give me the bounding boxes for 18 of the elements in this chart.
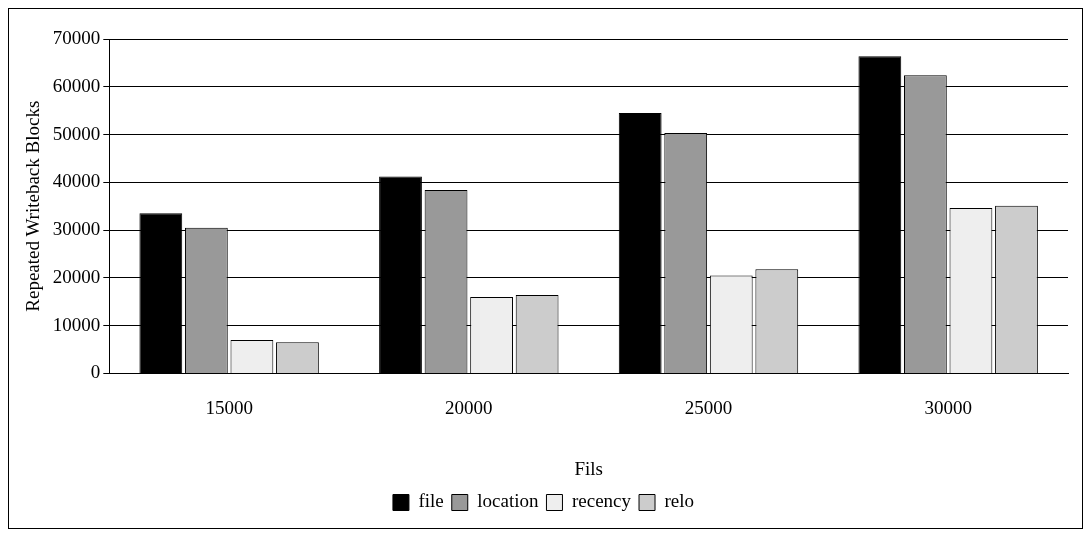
y-tick-label: 10000 (52, 313, 101, 335)
x-tick-label: 25000 (684, 396, 733, 418)
y-tick-label: 20000 (52, 265, 101, 287)
legend-label: file (418, 490, 444, 512)
y-axis-title: Repeated Writeback Blocks (22, 100, 44, 312)
y-tick-label: 50000 (52, 122, 101, 144)
x-axis-title: Fils (574, 457, 603, 479)
y-tick-label: 60000 (52, 74, 101, 96)
x-tick-label: 15000 (205, 396, 253, 418)
y-tick-label: 0 (90, 361, 101, 383)
legend-label: relo (664, 490, 695, 512)
legend-label: recency (571, 490, 632, 512)
x-tick-label: 30000 (924, 396, 972, 418)
legend-label: location (477, 490, 539, 512)
x-tick-label: 20000 (445, 396, 493, 418)
y-tick-label: 30000 (52, 218, 101, 240)
y-tick-label: 70000 (52, 26, 101, 48)
y-tick-label: 40000 (52, 170, 101, 192)
